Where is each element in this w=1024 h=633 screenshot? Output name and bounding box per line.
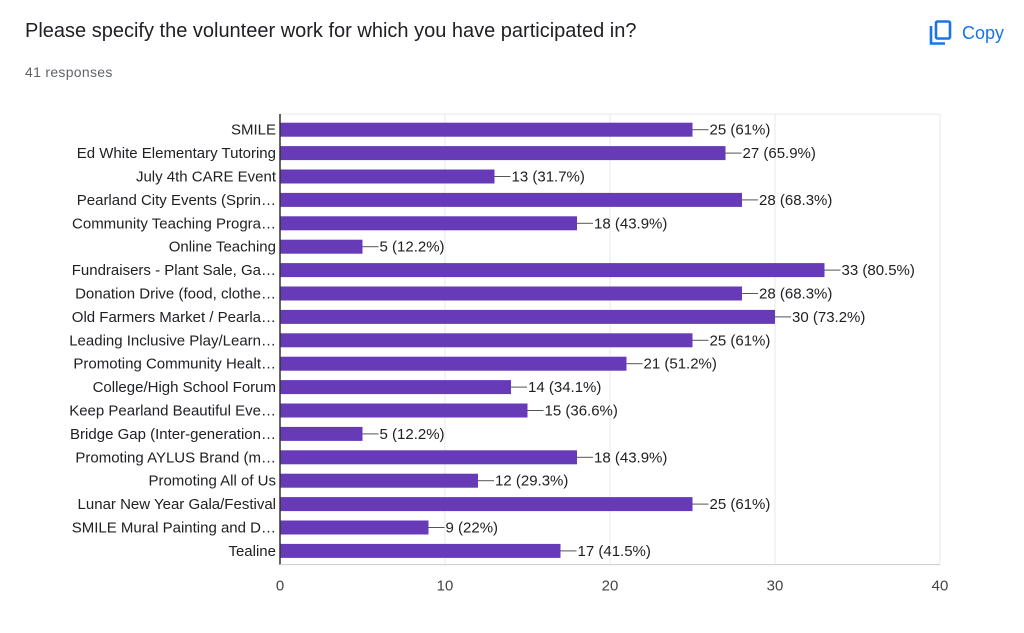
data-label: 25 (61%) xyxy=(710,496,771,513)
data-label: 17 (41.5%) xyxy=(578,543,651,560)
bar xyxy=(280,169,495,184)
copy-label: Copy xyxy=(962,22,1005,43)
data-label: 27 (65.9%) xyxy=(743,145,816,162)
data-label: 18 (43.9%) xyxy=(594,215,667,232)
x-tick-label: 10 xyxy=(437,578,454,595)
bar xyxy=(280,426,363,441)
bar xyxy=(280,473,478,488)
data-label: 18 (43.9%) xyxy=(594,449,667,466)
category-label: Tealine xyxy=(228,543,276,560)
category-label: Old Farmers Market / Pearla… xyxy=(72,309,276,326)
bar xyxy=(280,543,561,558)
bar xyxy=(280,380,511,395)
category-label: Promoting Community Healt… xyxy=(73,356,276,373)
category-label: Leading Inclusive Play/Learn… xyxy=(69,332,276,349)
bar xyxy=(280,263,825,278)
x-tick-label: 30 xyxy=(767,578,784,595)
data-label: 15 (36.6%) xyxy=(545,403,618,420)
data-label: 25 (61%) xyxy=(710,332,771,349)
x-tick-label: 20 xyxy=(602,578,619,595)
category-label: Lunar New Year Gala/Festival xyxy=(78,496,276,513)
category-label: Pearland City Events (Sprin… xyxy=(77,192,276,209)
data-label: 25 (61%) xyxy=(710,122,771,139)
data-label: 21 (51.2%) xyxy=(644,356,717,373)
bar xyxy=(280,286,742,301)
question-title: Please specify the volunteer work for wh… xyxy=(25,20,637,42)
bar xyxy=(280,450,577,465)
bar xyxy=(280,403,528,418)
category-label: Donation Drive (food, clothe… xyxy=(75,286,276,303)
data-label: 28 (68.3%) xyxy=(759,192,832,209)
category-label: Online Teaching xyxy=(169,239,276,256)
category-label: Promoting All of Us xyxy=(148,473,276,490)
bar xyxy=(280,333,693,348)
bar xyxy=(280,309,775,324)
bar xyxy=(280,192,742,207)
data-label: 5 (12.2%) xyxy=(380,239,445,256)
copy-icon xyxy=(928,20,952,46)
data-label: 13 (31.7%) xyxy=(512,169,585,186)
x-tick-label: 0 xyxy=(276,578,284,595)
bar xyxy=(280,497,693,512)
category-label: Bridge Gap (Inter-generation… xyxy=(70,426,276,443)
bar xyxy=(280,356,627,371)
bar xyxy=(280,239,363,254)
data-label: 14 (34.1%) xyxy=(528,379,601,396)
bar xyxy=(280,216,577,231)
x-tick-label: 40 xyxy=(932,578,949,595)
data-label: 33 (80.5%) xyxy=(842,262,915,279)
data-label: 28 (68.3%) xyxy=(759,286,832,303)
category-label: Community Teaching Progra… xyxy=(72,215,276,232)
category-label: July 4th CARE Event xyxy=(136,169,277,186)
bar xyxy=(280,122,693,137)
category-label: Keep Pearland Beautiful Eve… xyxy=(69,403,276,420)
copy-button[interactable]: Copy xyxy=(928,16,1004,50)
category-label: College/High School Forum xyxy=(93,379,276,396)
data-label: 12 (29.3%) xyxy=(495,473,568,490)
data-label: 9 (22%) xyxy=(446,520,499,537)
category-label: SMILE xyxy=(231,122,276,139)
category-label: Fundraisers - Plant Sale, Ga… xyxy=(72,262,276,279)
category-label: Ed White Elementary Tutoring xyxy=(77,145,276,162)
response-count: 41 responses xyxy=(25,64,113,80)
bar xyxy=(280,146,726,161)
bar xyxy=(280,520,429,535)
category-label: Promoting AYLUS Brand (m… xyxy=(75,449,276,466)
data-label: 5 (12.2%) xyxy=(380,426,445,443)
category-label: SMILE Mural Painting and D… xyxy=(72,520,276,537)
data-label: 30 (73.2%) xyxy=(792,309,865,326)
